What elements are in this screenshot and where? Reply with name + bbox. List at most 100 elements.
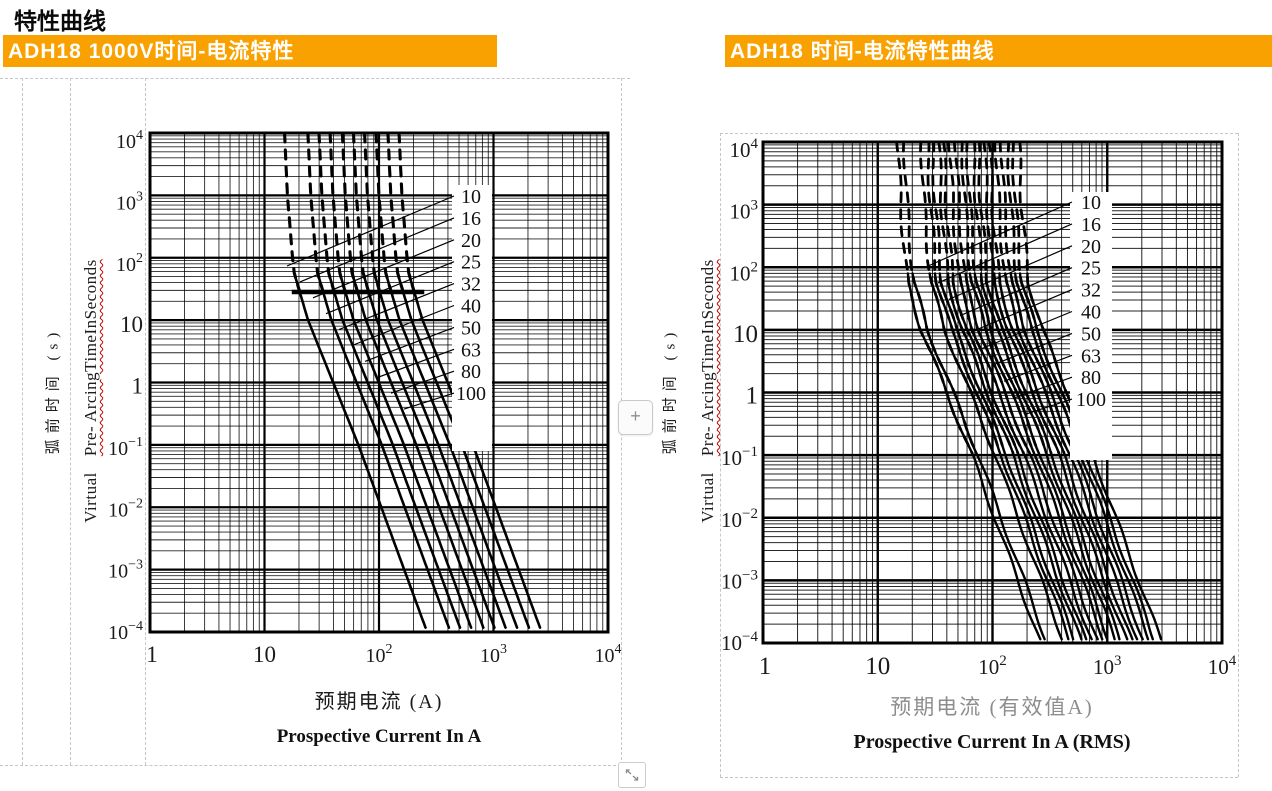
curve-label-20: 20 [461,230,481,252]
tick-label: 10−1 [721,444,758,470]
curve-16A [316,272,451,629]
right-chart-banner: ADH18 时间-电流特性曲线 [725,35,1272,67]
curve-10A [911,272,1046,641]
curve-label-box [1070,192,1112,460]
tick-label: 103 [116,189,143,214]
y-label-prearcing: Pre- ArcingTimeInSeconds [698,259,717,457]
tick-label: 10 [120,312,143,337]
curve-label-25: 25 [1081,258,1101,280]
tick-label: 10 [253,642,276,667]
tick-label: 104 [730,136,759,162]
y-label-virtual: Virtual [81,472,100,523]
grid [761,140,1224,645]
nw-se-resize-arrows-icon [625,769,639,781]
curve-25A [958,272,1093,641]
tick-label: 10 [733,321,758,348]
curve-label-100: 100 [1076,389,1106,411]
label-leader-lines [926,201,1073,415]
curve-32A-dashed [340,131,360,295]
time-current-curves [282,131,542,629]
x-axis-label-cn: 预期电流 (有效值A) [890,695,1093,719]
curve-label-40: 40 [1081,302,1101,324]
curve-100A-dashed [397,131,416,295]
tick-label: 10−4 [108,619,143,644]
curve-16A-dashed [306,131,325,295]
curve-20A [946,272,1083,641]
curve-32A [964,272,1099,641]
curve-40A [361,272,496,629]
curve-label-16: 16 [461,208,481,230]
curve-50A [373,272,507,629]
curve-50A [984,272,1121,641]
tick-label: 1 [132,374,144,399]
tick-label: 102 [366,642,393,667]
label-leader-lines [286,195,455,410]
curve-10A [293,272,427,629]
y-label-virtual: Virtual [698,472,717,523]
tick-label: 10−3 [108,558,143,583]
tick-label: 103 [730,198,759,224]
curve-20A-dashed [317,131,336,295]
curve-label-box [452,185,492,451]
x-axis-label-en: Prospective Current In A [277,726,482,747]
curve-label-32: 32 [1081,280,1101,302]
curve-40A [979,272,1116,641]
time-current-curves [895,140,1163,641]
tick-label: 1 [759,653,772,680]
curve-label-100: 100 [456,383,486,405]
tick-label: 1 [746,383,759,410]
curve-label-32: 32 [461,274,481,296]
tick-label: 10−3 [721,567,758,593]
tick-label: 10 [865,653,890,680]
y-label-prearcing: Pre- ArcingTimeInSeconds [81,259,100,457]
tick-label: 10−2 [721,506,758,532]
curve-32A [968,272,1104,641]
curve-label-20: 20 [1081,236,1101,258]
curve-label-63: 63 [1081,345,1101,367]
curve-63A-dashed [374,131,394,295]
table-resize-handle-icon[interactable] [618,762,646,788]
curve-50A-dashed [363,131,382,295]
tick-label: 10−4 [721,629,758,655]
curve-label-50: 50 [1081,323,1101,345]
curve-label-16: 16 [1081,214,1101,236]
curve-20A [938,272,1075,641]
tick-label: 104 [595,642,622,667]
tick-label: 102 [730,259,759,285]
curve-20A [327,272,462,629]
tick-label: 103 [480,642,507,667]
tick-label: 104 [116,128,143,153]
page-title: 特性曲线 [14,8,106,34]
tick-label: 102 [978,653,1007,679]
curve-80A-dashed [386,131,405,295]
curve-16A [928,272,1063,641]
tick-label: 102 [116,251,143,276]
table-insert-button[interactable]: + [618,400,653,435]
curve-10A-dashed [282,131,302,295]
curve-10A [906,272,1042,641]
x-axis-label-cn: 预期电流 (A) [315,690,444,713]
curve-16A [933,272,1070,641]
curve-label-80: 80 [461,361,481,383]
right-y-axis-label-cn: 弧前时间 (s) [662,326,679,455]
tick-label: 10−2 [108,496,143,521]
curve-label-10: 10 [1081,192,1101,214]
curve-label-10: 10 [461,186,481,208]
curve-label-50: 50 [461,317,481,339]
curve-25A [951,272,1088,641]
left-chart-banner: ADH18 1000V时间-电流特性 [3,35,497,67]
curve-label-25: 25 [461,252,481,274]
curve-label-80: 80 [1081,367,1101,389]
curve-50A [993,272,1129,641]
tick-label: 10−1 [108,435,143,460]
tick-label: 104 [1208,653,1237,679]
curve-40A [973,272,1109,641]
left-y-axis-label-en: Virtual Pre- ArcingTimeInSeconds [81,181,101,601]
